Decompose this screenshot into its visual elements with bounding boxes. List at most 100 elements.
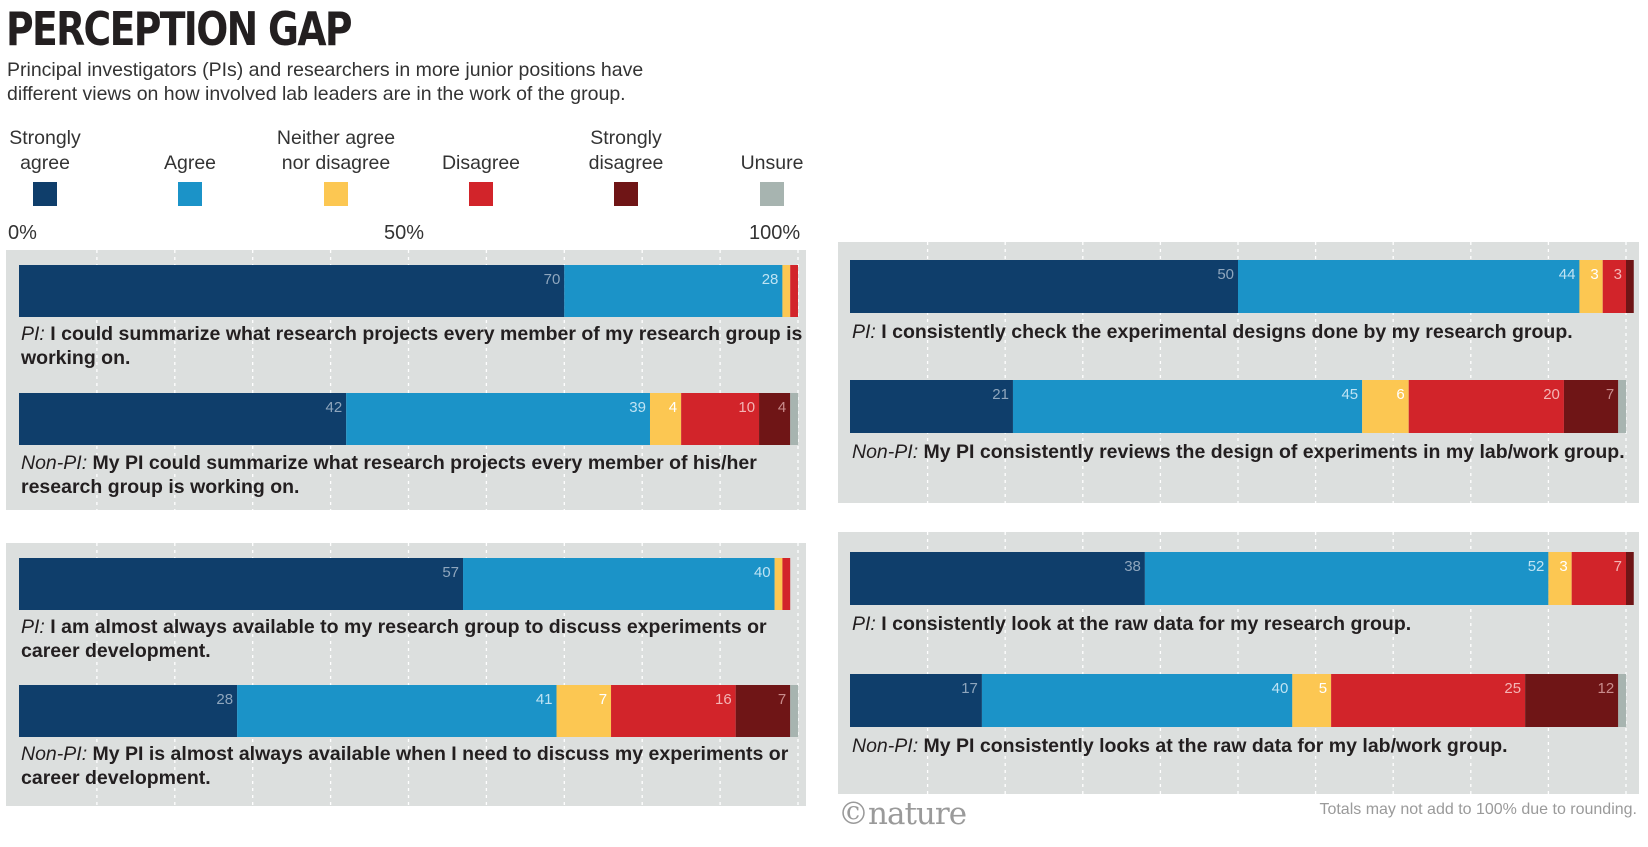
bar-segment-disagree — [782, 558, 791, 610]
bar-chart-svg: 70 28 42 39 4 10 4 — [19, 250, 799, 510]
legend-item-0: Strongly agree — [0, 126, 100, 206]
legend-swatch — [178, 182, 202, 206]
bar-value-label: 50 — [1217, 266, 1234, 283]
bar-segment-unsure — [790, 393, 798, 445]
bar-segment-neither-agree-nor-disagree — [782, 265, 791, 317]
axis-label-0: 0% — [8, 222, 37, 244]
statement-text: I am almost always available to my resea… — [21, 616, 767, 662]
bar-segment-strongly-agree — [19, 558, 464, 610]
bar-segment-strongly-agree — [19, 265, 565, 317]
respondent-group-label: PI: — [21, 616, 45, 638]
bar-segment-disagree — [1571, 552, 1626, 605]
legend-item-4: Strongly disagree — [566, 126, 686, 206]
legend-label: Strongly agree — [9, 127, 81, 174]
bar-segment-neither-agree-nor-disagree — [1362, 380, 1409, 433]
bar-segment-agree — [346, 393, 650, 445]
statement-text: My PI could summarize what research proj… — [21, 452, 757, 498]
bar-value-label: 52 — [1528, 558, 1545, 575]
bar-value-label: 40 — [1272, 680, 1289, 697]
bar-value-label: 20 — [1543, 386, 1560, 403]
non-pi-statement: Non-PI: My PI could summarize what resea… — [21, 451, 806, 499]
bar-value-label: 41 — [536, 691, 553, 708]
bar-segment-strongly-agree — [19, 393, 347, 445]
bar-segment-unsure — [790, 685, 798, 737]
statement-text: I consistently look at the raw data for … — [881, 613, 1412, 635]
legend-label: Strongly disagree — [588, 127, 664, 174]
respondent-group-label: Non-PI: — [21, 743, 88, 765]
non-pi-statement: Non-PI: My PI consistently looks at the … — [852, 734, 1634, 758]
statement-text: My PI is almost always available when I … — [21, 743, 789, 789]
bar-segment-strongly-disagree — [759, 393, 791, 445]
bar-value-label: 4 — [669, 399, 677, 416]
bar-segment-strongly-disagree — [735, 685, 791, 737]
bar-value-label: 7 — [599, 691, 607, 708]
pi-statement: PI: I am almost always available to my r… — [21, 615, 806, 663]
chart-panel-1: 70 28 42 39 4 10 4 PI: I could summarize what r… — [6, 250, 806, 510]
bar-chart-svg: 57 40 28 41 7 16 7 — [19, 543, 799, 806]
bar-value-label: 25 — [1504, 680, 1521, 697]
bar-segment-strongly-agree — [850, 552, 1145, 605]
bar-value-label: 39 — [629, 399, 646, 416]
bar-segment-disagree — [1408, 380, 1564, 433]
legend-swatch — [760, 182, 784, 206]
bar-segment-agree — [1144, 552, 1549, 605]
pi-statement: PI: I consistently check the experimenta… — [852, 320, 1634, 344]
bar-chart-svg: 38 52 3 7 17 40 5 25 12 — [850, 532, 1634, 794]
bar-value-label: 7 — [778, 691, 786, 708]
bar-value-label: 3 — [1590, 266, 1598, 283]
non-pi-statement: Non-PI: My PI consistently reviews the d… — [852, 440, 1634, 464]
bar-value-label: 3 — [1559, 558, 1567, 575]
bar-segment-disagree — [790, 265, 798, 317]
bar-value-label: 17 — [961, 680, 978, 697]
legend-label: Agree — [163, 152, 217, 174]
footnote: Totals may not add to 100% due to roundi… — [1319, 801, 1637, 818]
axis-label-50: 50% — [384, 222, 425, 244]
bar-segment-strongly-agree — [850, 260, 1238, 313]
legend-swatch — [469, 182, 493, 206]
legend-label: Unsure — [740, 152, 804, 174]
statement-text: My PI consistently reviews the design of… — [923, 441, 1625, 463]
bar-segment-neither-agree-nor-disagree — [556, 685, 612, 737]
bar-value-label: 5 — [1319, 680, 1327, 697]
bar-segment-neither-agree-nor-disagree — [649, 393, 682, 445]
legend-label: Disagree — [441, 152, 521, 174]
bar-segment-strongly-disagree — [1563, 380, 1619, 433]
statement-text: My PI consistently looks at the raw data… — [923, 735, 1508, 757]
bar-value-label: 40 — [754, 564, 771, 581]
bar-segment-disagree — [1602, 260, 1626, 313]
legend-swatch — [33, 182, 57, 206]
chart-panel-4: 38 52 3 7 17 40 5 25 12 PI: I consistently look a… — [838, 532, 1639, 794]
bar-segment-agree — [981, 674, 1293, 727]
bar-segment-strongly-agree — [850, 674, 982, 727]
pi-statement: PI: I consistently look at the raw data … — [852, 612, 1634, 636]
respondent-group-label: Non-PI: — [852, 735, 919, 757]
bar-value-label: 10 — [738, 399, 755, 416]
statement-text: I consistently check the experimental de… — [881, 321, 1573, 343]
bar-value-label: 6 — [1396, 386, 1404, 403]
bar-segment-unsure — [1618, 380, 1626, 433]
bar-segment-strongly-agree — [850, 380, 1013, 433]
bar-value-label: 7 — [1606, 386, 1614, 403]
chart-panel-2: 57 40 28 41 7 16 7 PI: I am almost always avail… — [6, 543, 806, 806]
bar-segment-agree — [1238, 260, 1580, 313]
bar-segment-strongly-agree — [19, 685, 238, 737]
bar-segment-agree — [463, 558, 775, 610]
bar-value-label: 28 — [216, 691, 233, 708]
bar-value-label: 21 — [992, 386, 1009, 403]
bar-segment-disagree — [681, 393, 760, 445]
bar-segment-agree — [564, 265, 783, 317]
bar-value-label: 28 — [762, 271, 779, 288]
bar-segment-unsure — [1618, 674, 1626, 727]
legend-swatch — [324, 182, 348, 206]
statement-text: I could summarize what research projects… — [21, 323, 803, 369]
bar-segment-neither-agree-nor-disagree — [1579, 260, 1603, 313]
legend-item-2: Neither agree nor disagree — [261, 126, 411, 206]
nature-logo: ©nature — [838, 796, 967, 832]
legend-item-3: Disagree — [426, 126, 536, 206]
bar-chart-svg: 50 44 3 3 21 45 6 20 7 — [850, 242, 1634, 503]
bar-segment-neither-agree-nor-disagree — [1292, 674, 1332, 727]
bar-value-label: 7 — [1614, 558, 1622, 575]
bar-segment-agree — [237, 685, 557, 737]
bar-value-label: 38 — [1124, 558, 1141, 575]
respondent-group-label: Non-PI: — [21, 452, 88, 474]
